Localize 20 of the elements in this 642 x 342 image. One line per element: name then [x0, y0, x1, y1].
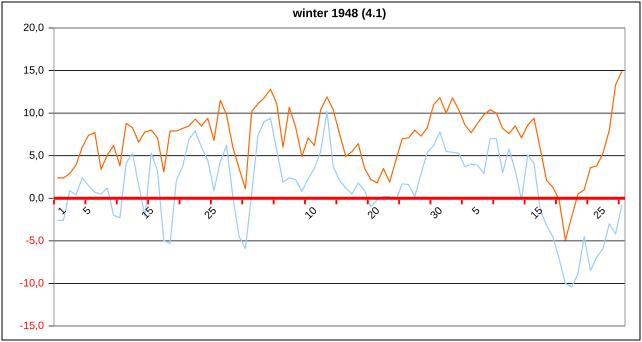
x-tick-label: 5	[472, 206, 480, 214]
y-tick-label: -5,0	[26, 236, 44, 246]
x-tick-label: 5	[82, 206, 90, 214]
x-tick-label: 1	[58, 208, 66, 215]
y-tick-label: 5,0	[30, 151, 44, 160]
y-tick-label: 20,0	[24, 24, 44, 32]
x-tick-label: 15	[531, 206, 542, 219]
line-series	[56, 110, 622, 288]
chart-title: winter 1948 (4.1)	[292, 8, 386, 20]
x-tick-label: 10	[305, 207, 316, 219]
x-tick-label: 30	[430, 207, 442, 218]
y-tick-label: 15,0	[24, 66, 44, 75]
y-tick-label: -10,0	[20, 279, 44, 288]
y-tick-label: -15,0	[20, 322, 44, 330]
x-tick-label: 15	[142, 206, 153, 219]
y-tick-label: 10,0	[24, 108, 44, 118]
y-tick-label: 0,0	[30, 194, 44, 203]
x-tick-label: 25	[204, 206, 216, 220]
x-tick-label: 25	[594, 206, 605, 220]
x-tick-label: 20	[368, 207, 379, 220]
